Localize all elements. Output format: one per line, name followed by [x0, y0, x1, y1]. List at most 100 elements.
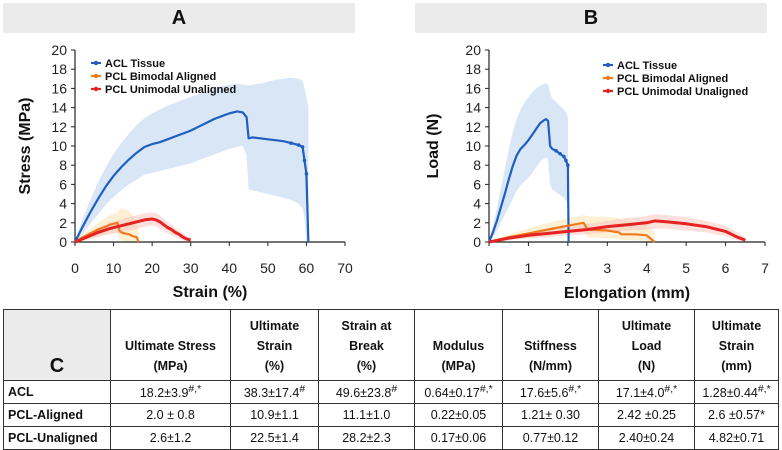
y-tick-label: 8: [59, 157, 67, 173]
x-tick-label: 40: [221, 260, 237, 276]
series-line-a-1: [74, 221, 140, 243]
y-tick-label: 0: [473, 234, 481, 250]
table-cell: 22.5±1.4: [230, 426, 319, 450]
series-line-b-2: [488, 219, 746, 244]
data-point: [289, 141, 293, 145]
header-ultimate-stress: Ultimate Stress (MPa): [110, 309, 231, 381]
row-label: PCL-Aligned: [3, 403, 111, 427]
y-tick-label: 6: [59, 176, 67, 192]
header-strain-at-break: Strain at Break (%): [318, 309, 415, 381]
x-tick-label: 60: [299, 260, 315, 276]
table-cell: 17.6±5.6#,*: [502, 380, 599, 404]
y-axis-title-b: Load (N): [425, 114, 442, 179]
table-cell: 2.0 ± 0.8: [110, 403, 231, 427]
row-label: PCL-Unaligned: [3, 426, 111, 450]
y-tick-label: 2: [473, 215, 481, 231]
y-tick-label: 20: [465, 42, 481, 58]
table-cell: 10.9±1.1: [230, 403, 319, 427]
table-row: PCL-Aligned 2.0 ± 0.8 10.9±1.1 11.1±1.0 …: [3, 403, 779, 427]
table-cell: 1.28±0.44#,*: [694, 380, 779, 404]
error-band-a-2: [75, 212, 191, 242]
data-point: [554, 149, 558, 153]
y-tick-label: 2: [59, 215, 67, 231]
x-axis-title-a: Strain (%): [173, 284, 248, 301]
table-cell: 2.40±0.24: [598, 426, 695, 450]
x-tick-label: 0: [485, 260, 493, 276]
series-line-a-0: [74, 110, 310, 243]
data-point: [564, 158, 568, 163]
table-row: PCL-Unaligned 2.6±1.2 22.5±1.4 28.2±2.3 …: [3, 426, 779, 450]
y-tick-label: 18: [465, 61, 481, 77]
legend-label: ACL Tissue: [105, 58, 165, 70]
header-ultimate-strain-mm: Ultimate Strain (mm): [694, 309, 779, 381]
error-band-a-0: [75, 77, 309, 242]
x-tick-label: 5: [682, 260, 690, 276]
panel-label-a: A: [3, 3, 355, 33]
table-cell: 18.2±3.9#,*: [110, 380, 231, 404]
table-cell: 49.6±23.8#: [318, 380, 415, 404]
y-tick-label: 8: [473, 157, 481, 173]
legend-label: ACL Tissue: [617, 60, 677, 72]
data-point: [302, 158, 307, 163]
x-tick-label: 70: [337, 260, 353, 276]
legend-marker: [93, 73, 99, 79]
y-tick-label: 16: [51, 80, 67, 96]
table-cell: 17.1±4.0#,*: [598, 380, 695, 404]
legend-marker: [93, 60, 99, 66]
y-tick-label: 12: [51, 119, 67, 135]
legend-label: PCL Bimodal Aligned: [617, 73, 728, 85]
table-cell: 1.21± 0.30: [502, 403, 599, 427]
error-band-b-2: [489, 214, 746, 242]
y-tick-label: 18: [51, 61, 67, 77]
header-stiffness: Stiffness (N/mm): [502, 309, 599, 381]
y-tick-label: 4: [473, 196, 481, 212]
y-axis-title-a: Stress (MPa): [17, 98, 34, 195]
x-tick-label: 4: [643, 260, 651, 276]
table-cell: 2.42 ±0.25: [598, 403, 695, 427]
legend-marker: [605, 88, 611, 94]
header-modulus: Modulus (MPa): [414, 309, 503, 381]
data-point: [566, 163, 570, 167]
legend-label: PCL Bimodal Aligned: [105, 71, 216, 83]
x-tick-label: 50: [260, 260, 276, 276]
table-cell: 0.17±0.06: [414, 426, 503, 450]
x-tick-label: 7: [761, 260, 769, 276]
y-tick-label: 14: [51, 100, 67, 116]
y-tick-label: 14: [465, 100, 481, 116]
x-tick-label: 3: [603, 260, 611, 276]
y-tick-label: 6: [473, 176, 481, 192]
table-cell: 0.22±0.05: [414, 403, 503, 427]
header-ultimate-load: Ultimate Load (N): [598, 309, 695, 381]
table-cell: 0.64±0.17#,*: [414, 380, 503, 404]
x-tick-label: 6: [722, 260, 730, 276]
error-band-b-0: [489, 83, 569, 242]
table-header-row: C Ultimate Stress (MPa) Ultimate Strain (%)…: [3, 309, 779, 381]
legend-label: PCL Unimodal Unaligned: [617, 86, 748, 98]
data-point: [558, 151, 562, 156]
x-tick-label: 1: [525, 260, 533, 276]
panel-label-b: B: [415, 3, 767, 33]
legend-label: PCL Unimodal Unaligned: [105, 84, 236, 96]
data-point: [304, 172, 309, 176]
x-tick-label: 2: [564, 260, 572, 276]
table-cell: 38.3±17.4#: [230, 380, 319, 404]
x-tick-label: 10: [106, 260, 122, 276]
table-cell: 2.6 ±0.57*: [694, 403, 779, 427]
data-point: [300, 145, 305, 149]
y-tick-label: 12: [465, 119, 481, 135]
y-tick-label: 4: [59, 196, 67, 212]
legend-marker: [605, 62, 611, 68]
y-tick-label: 10: [51, 138, 67, 154]
y-tick-label: 10: [465, 138, 481, 154]
results-table: C Ultimate Stress (MPa) Ultimate Strain (%)…: [3, 309, 779, 450]
x-tick-label: 30: [183, 260, 199, 276]
panel-label-c: C: [3, 309, 111, 381]
table-row: ACL 18.2±3.9#,* 38.3±17.4# 49.6±23.8# 0.…: [3, 380, 779, 404]
table-cell: 4.82±0.71: [694, 426, 779, 450]
data-point: [562, 154, 566, 159]
x-tick-label: 0: [71, 260, 79, 276]
x-tick-label: 20: [144, 260, 160, 276]
legend-marker: [605, 75, 611, 81]
table-cell: 11.1±1.0: [318, 403, 415, 427]
